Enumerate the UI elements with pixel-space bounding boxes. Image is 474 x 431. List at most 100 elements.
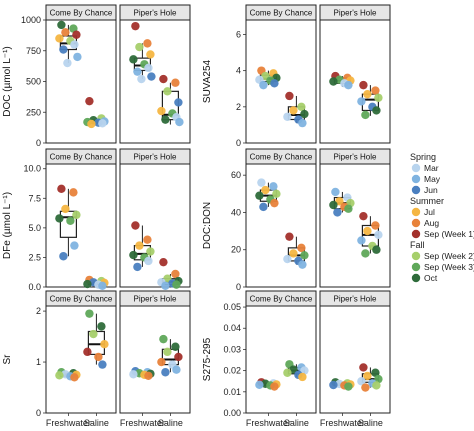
- y-tick-label: 0: [36, 408, 41, 418]
- data-point: [131, 21, 140, 31]
- facet-label: Piper's Hole: [134, 295, 177, 304]
- data-point: [59, 45, 68, 54]
- data-point: [157, 106, 166, 116]
- legend-swatch: [411, 229, 421, 239]
- facet-panel: [245, 305, 317, 414]
- data-point: [285, 91, 294, 101]
- data-point: [70, 241, 79, 250]
- facet-label: Piper's Hole: [134, 9, 177, 18]
- y-tick-label: 0.05: [223, 302, 241, 312]
- y-axis-label: DOC:DON: [202, 202, 213, 249]
- data-point: [59, 252, 68, 261]
- data-point: [374, 93, 383, 102]
- data-point: [61, 204, 70, 214]
- data-point: [147, 72, 156, 81]
- data-point: [361, 249, 370, 258]
- data-point: [85, 309, 94, 318]
- data-point: [359, 80, 368, 90]
- facet-label: Piper's Hole: [134, 153, 177, 162]
- data-point: [159, 334, 168, 344]
- data-point: [363, 226, 372, 236]
- data-point: [174, 352, 183, 362]
- y-tick-label: 4: [236, 66, 241, 76]
- data-point: [283, 112, 292, 121]
- y-tick-label: 0: [36, 138, 41, 148]
- y-tick-label: 1: [36, 357, 41, 367]
- x-tick-label: Freshwater: [246, 418, 291, 428]
- data-point: [63, 58, 72, 68]
- y-tick-label: 750: [26, 46, 41, 56]
- x-tick-label: Saline: [284, 418, 309, 428]
- data-point: [137, 74, 146, 84]
- data-point: [85, 96, 94, 106]
- data-point: [285, 232, 294, 241]
- y-tick-label: 2: [36, 306, 41, 316]
- facet-panel: [319, 305, 391, 414]
- data-point: [135, 42, 144, 52]
- data-point: [143, 39, 152, 48]
- chart-panel: 0 250 500 750 1000 DOC (µmol L⁻¹) Come By Chan…: [2, 4, 191, 148]
- data-point: [133, 262, 142, 272]
- y-axis-label: Sr: [2, 354, 13, 365]
- data-point: [72, 30, 81, 39]
- facet-label: Come By Chance: [50, 153, 113, 162]
- data-point: [329, 380, 338, 390]
- y-tick-label: 500: [26, 77, 41, 87]
- y-tick-label: 0.0: [28, 282, 41, 292]
- data-point: [259, 80, 268, 90]
- legend-swatch: [411, 251, 421, 261]
- y-axis-label: DOC (µmol L⁻¹): [2, 46, 13, 116]
- data-point: [163, 347, 172, 357]
- y-tick-label: 250: [26, 107, 41, 117]
- legend-swatch: [411, 218, 421, 228]
- x-tick-label: Freshwater: [120, 418, 165, 428]
- data-point: [159, 74, 168, 84]
- data-point: [298, 372, 307, 382]
- y-tick-label: 0.02: [223, 366, 241, 376]
- data-point: [144, 371, 153, 381]
- data-point: [61, 28, 70, 37]
- chart-panel: 0.00 0.01 0.02 0.03 0.04 0.05 S275-295 Come By …: [202, 290, 391, 428]
- data-point: [55, 214, 64, 223]
- data-point: [157, 357, 166, 367]
- data-point: [171, 269, 180, 279]
- data-point: [270, 79, 279, 88]
- legend-swatch: [411, 163, 421, 173]
- legend-item-label: Aug: [424, 218, 439, 228]
- data-point: [329, 77, 338, 86]
- data-point: [172, 280, 181, 289]
- data-point: [289, 106, 298, 115]
- data-point: [372, 381, 381, 390]
- y-tick-label: 0.03: [223, 344, 241, 354]
- y-tick-label: 6: [236, 29, 241, 39]
- legend-item-label: Sep (Week 3): [424, 262, 474, 272]
- data-point: [283, 254, 292, 264]
- data-point: [333, 208, 342, 217]
- facet-panel: [119, 163, 191, 288]
- data-point: [359, 211, 368, 221]
- y-tick-label: 0.01: [223, 387, 241, 397]
- data-point: [374, 374, 383, 384]
- data-point: [83, 279, 92, 289]
- data-point: [255, 380, 264, 390]
- data-point: [298, 260, 307, 269]
- data-point: [73, 52, 82, 62]
- data-point: [55, 34, 64, 43]
- data-point: [70, 40, 79, 49]
- data-point: [133, 67, 142, 76]
- y-axis-label: DFe (µmol L⁻¹): [2, 192, 13, 259]
- data-point: [269, 182, 278, 191]
- data-point: [270, 198, 279, 208]
- data-point: [98, 281, 107, 291]
- data-point: [272, 189, 281, 199]
- facet-label: Come By Chance: [50, 9, 113, 18]
- y-tick-label: 10.0: [23, 164, 41, 174]
- y-tick-label: 1000: [21, 15, 41, 25]
- data-point: [359, 363, 368, 372]
- y-tick-label: 20: [231, 245, 241, 255]
- data-point: [344, 204, 353, 213]
- legend-swatch: [411, 262, 421, 272]
- chart-panel: 0 2 4 6 SUVA254 Come By Chance Piper's Hole: [202, 4, 391, 148]
- data-point: [331, 187, 340, 197]
